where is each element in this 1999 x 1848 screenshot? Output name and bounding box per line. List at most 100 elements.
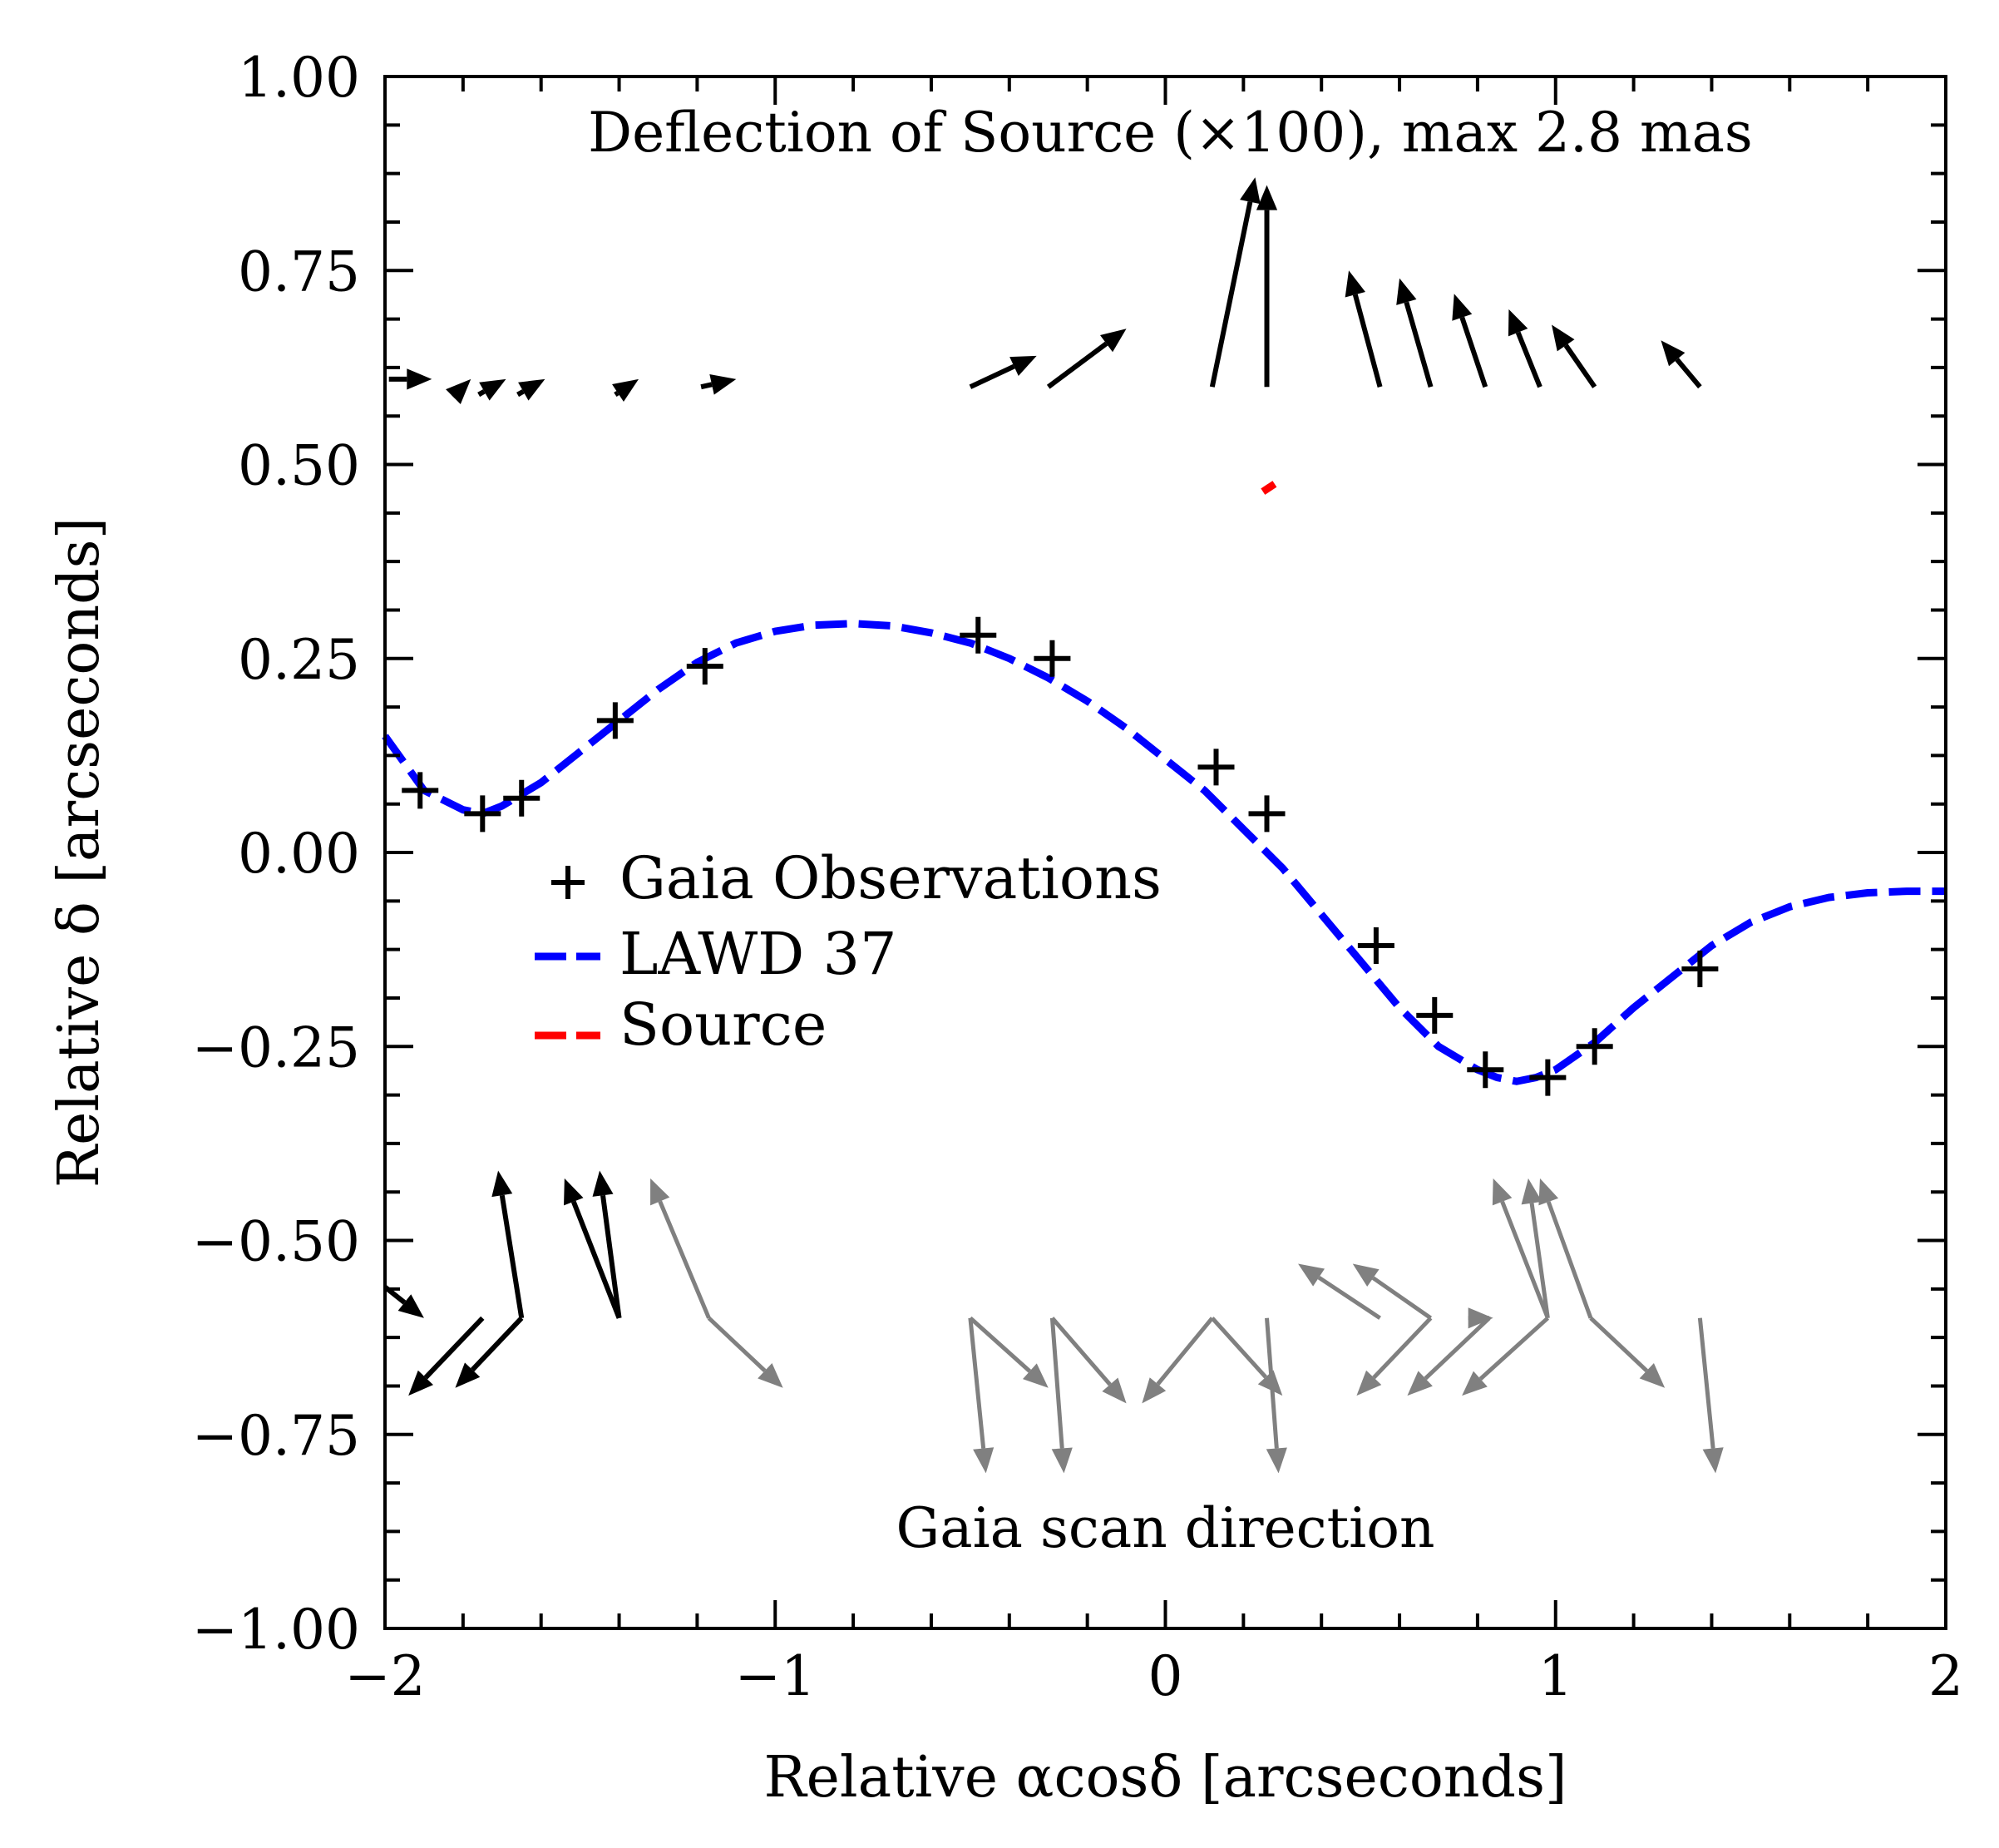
y-axis-label: Relative δ [arcseconds] xyxy=(47,517,112,1188)
deflection-arrow-head xyxy=(446,378,471,404)
observation-point xyxy=(960,616,997,654)
scan-direction-annotation: Gaia scan direction xyxy=(896,1496,1435,1560)
scan-arrow-gray xyxy=(969,1316,1049,1388)
deflection-arrow-shaft xyxy=(477,389,486,398)
deflection-arrow-shaft xyxy=(700,382,713,390)
scan-arrow-gray-shaft xyxy=(1372,1317,1433,1380)
scan-arrow-gray-shaft xyxy=(1424,1316,1491,1381)
scan-arrow-gray xyxy=(1538,1178,1593,1319)
scan-arrow-gray xyxy=(1462,1316,1550,1396)
scan-arrow-gray xyxy=(707,1316,783,1388)
y-tick-label: 0.50 xyxy=(238,434,360,498)
deflection-arrow-head xyxy=(1345,270,1365,298)
lawd37-curve-layer xyxy=(382,620,1946,1085)
deflection-arrow-shaft xyxy=(516,389,525,398)
deflection-arrow-shaft xyxy=(1675,358,1702,389)
observation-point xyxy=(1416,996,1454,1034)
x-tick-label: 1 xyxy=(1538,1644,1573,1708)
scan-arrow-gray-shaft xyxy=(1529,1203,1550,1319)
observation-point xyxy=(1529,1059,1567,1096)
deflection-arrow-head xyxy=(479,378,506,401)
scan-arrow-black-head xyxy=(455,1362,481,1388)
lawd37-curve xyxy=(382,620,1946,1085)
y-tick-label: 0.75 xyxy=(238,240,360,304)
scan-arrow-gray-shaft xyxy=(1697,1317,1715,1449)
scan-arrow-black-shaft xyxy=(423,1316,485,1380)
deflection-arrow-head xyxy=(709,374,737,395)
observation-point xyxy=(1197,749,1235,786)
scan-arrow-gray-shaft xyxy=(1500,1200,1550,1319)
scan-arrow-gray xyxy=(1298,1263,1381,1320)
deflection-arrow-shaft xyxy=(1563,343,1597,388)
scan-arrow-gray-head xyxy=(1142,1377,1167,1404)
deflection-arrow xyxy=(1046,329,1127,389)
deflection-arrow xyxy=(477,378,506,401)
x-tick-label: −2 xyxy=(344,1644,425,1708)
scan-arrow-black xyxy=(564,1178,622,1319)
deflection-arrow-head xyxy=(407,368,432,390)
scan-arrow-gray-head xyxy=(1639,1363,1666,1388)
deflection-arrow-head xyxy=(1396,278,1417,305)
deflection-arrow-shaft xyxy=(614,390,619,398)
scan-arrow-gray-shaft xyxy=(968,1317,986,1449)
scan-arrow-gray xyxy=(1142,1317,1214,1404)
plot-frame xyxy=(383,75,1947,1630)
scan-arrow-gray xyxy=(1049,1317,1073,1474)
y-tick-label: −0.50 xyxy=(192,1210,360,1274)
scan-arrow-black-shaft xyxy=(600,1194,622,1319)
scan-arrow-gray xyxy=(1697,1317,1724,1474)
observation-point xyxy=(1034,640,1071,677)
scan-arrow-gray-shaft xyxy=(1265,1317,1279,1449)
scan-arrow-gray-head xyxy=(1468,1307,1493,1329)
scan-arrow-gray xyxy=(1050,1317,1127,1404)
scan-arrow-gray-shaft xyxy=(658,1200,711,1319)
scan-arrow-gray-shaft xyxy=(1478,1316,1550,1381)
observation-point xyxy=(1576,1028,1613,1065)
scan-arrow-black-shaft xyxy=(499,1194,525,1319)
deflection-arrow-head xyxy=(1099,329,1127,353)
deflection-arrow-head xyxy=(1240,177,1261,205)
scan-arrow-gray-shaft xyxy=(1049,1317,1064,1449)
scan-arrow-gray xyxy=(1468,1307,1493,1329)
scan-arrow-gray-shaft xyxy=(707,1316,767,1373)
deflection-arrow-shaft xyxy=(1352,294,1383,388)
observation-point xyxy=(596,702,634,739)
deflection-arrow-head xyxy=(1661,340,1686,367)
scan-arrow-black-head xyxy=(564,1178,584,1206)
scan-arrow-black-head xyxy=(491,1170,513,1198)
scan-arrow-black xyxy=(455,1316,524,1388)
scan-arrow-gray-shaft xyxy=(1050,1317,1112,1386)
x-tick-label: 0 xyxy=(1148,1644,1183,1708)
deflection-arrow xyxy=(1452,294,1488,388)
deflection-arrow xyxy=(1209,177,1261,388)
scan-arrow-gray-head xyxy=(1521,1178,1542,1205)
deflection-arrow-shaft xyxy=(1046,341,1108,389)
deflection-arrow xyxy=(516,378,545,401)
scan-arrow-gray-head xyxy=(1266,1447,1287,1474)
deflection-arrow xyxy=(1552,324,1597,388)
deflection-arrow-head xyxy=(1452,294,1473,321)
deflection-arrow xyxy=(700,374,737,395)
deflection-arrow xyxy=(1396,278,1434,388)
observation-point xyxy=(464,795,501,833)
scan-arrow-gray xyxy=(1265,1317,1287,1474)
deflection-arrow xyxy=(612,378,639,402)
deflection-arrow xyxy=(969,355,1037,389)
legend-label-lawd37: LAWD 37 xyxy=(619,920,897,988)
scan-arrow-black xyxy=(491,1170,525,1319)
observation-point xyxy=(686,648,723,685)
scan-arrow-gray-head xyxy=(1102,1377,1127,1404)
legend: Gaia Observations LAWD 37 Source xyxy=(535,844,1162,1059)
x-axis-label: Relative αcosδ [arcseconds] xyxy=(763,1745,1567,1811)
legend-marker-observations xyxy=(551,866,585,899)
scan-arrow-gray-shaft xyxy=(1589,1316,1649,1373)
observation-point xyxy=(1467,1051,1504,1089)
scan-arrow-black-shaft xyxy=(570,1200,622,1319)
scan-arrow-gray xyxy=(1492,1178,1550,1319)
scan-arrow-gray xyxy=(1589,1316,1666,1388)
scan-arrow-black-head xyxy=(397,1294,424,1318)
observation-point xyxy=(1248,795,1286,833)
deflection-arrow-head xyxy=(612,378,639,402)
scan-arrow-gray-head xyxy=(1702,1447,1724,1474)
